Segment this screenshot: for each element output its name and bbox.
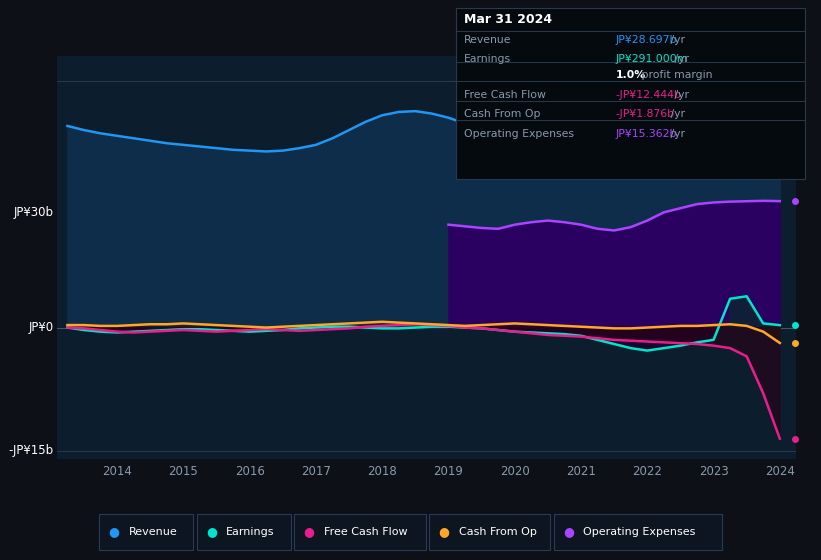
Text: JP¥28.697b: JP¥28.697b: [616, 35, 677, 45]
Text: ●: ●: [563, 525, 574, 539]
Text: Earnings: Earnings: [227, 527, 275, 537]
Text: JP¥15.362b: JP¥15.362b: [616, 129, 677, 139]
Text: Free Cash Flow: Free Cash Flow: [464, 90, 546, 100]
Text: /yr: /yr: [667, 109, 685, 119]
Text: profit margin: profit margin: [638, 70, 713, 80]
Text: -JP¥15b: -JP¥15b: [9, 445, 54, 458]
Text: ●: ●: [206, 525, 217, 539]
Text: Cash From Op: Cash From Op: [458, 527, 536, 537]
Text: 1.0%: 1.0%: [616, 70, 646, 80]
Text: Revenue: Revenue: [464, 35, 511, 45]
Text: Mar 31 2024: Mar 31 2024: [464, 13, 552, 26]
Text: Earnings: Earnings: [464, 54, 511, 64]
Text: /yr: /yr: [672, 90, 690, 100]
Text: Revenue: Revenue: [128, 527, 177, 537]
Text: Operating Expenses: Operating Expenses: [464, 129, 574, 139]
Text: Operating Expenses: Operating Expenses: [584, 527, 695, 537]
Text: ●: ●: [108, 525, 119, 539]
Text: /yr: /yr: [672, 54, 690, 64]
Text: JP¥30b: JP¥30b: [14, 206, 54, 219]
Text: -JP¥12.444b: -JP¥12.444b: [616, 90, 681, 100]
Text: JP¥291.000m: JP¥291.000m: [616, 54, 688, 64]
Text: /yr: /yr: [667, 35, 685, 45]
Text: ●: ●: [304, 525, 314, 539]
Text: JP¥0: JP¥0: [29, 321, 54, 334]
Text: Cash From Op: Cash From Op: [464, 109, 540, 119]
Text: ●: ●: [438, 525, 449, 539]
Text: Free Cash Flow: Free Cash Flow: [324, 527, 407, 537]
Text: -JP¥1.876b: -JP¥1.876b: [616, 109, 675, 119]
Text: /yr: /yr: [667, 129, 685, 139]
